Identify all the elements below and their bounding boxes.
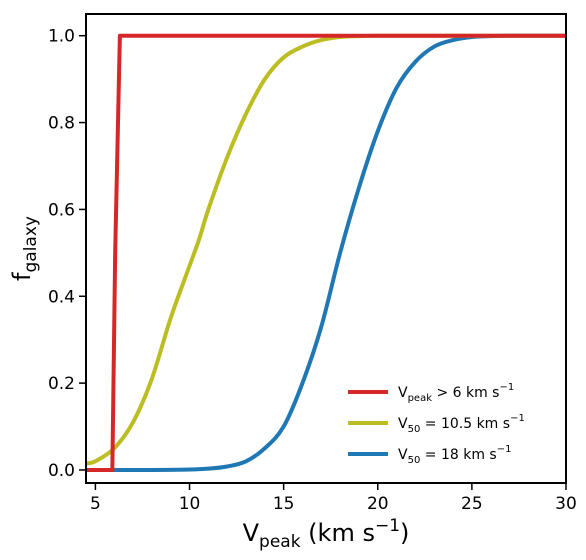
x-axis-label-units-close: ) — [400, 519, 409, 547]
y-tick-label: 0.8 — [48, 114, 75, 134]
legend-entry-sub: peak — [408, 393, 433, 404]
plot-frame — [85, 13, 567, 484]
legend-entry-rest: = 10.5 km s — [420, 416, 510, 432]
x-axis-label-units: (km s — [301, 519, 375, 547]
x-tick-label: 20 — [367, 494, 389, 514]
x-tick-label: 15 — [273, 494, 295, 514]
series-layer — [86, 33, 566, 473]
legend-entry-main: V — [398, 416, 408, 432]
x-axis-label: Vpeak (km s−1) — [243, 516, 410, 552]
x-tick-label: 10 — [179, 494, 201, 514]
legend-entry-sup: −1 — [510, 413, 525, 424]
x-axis-label-main: V — [243, 519, 260, 547]
y-tick-label: 0.6 — [48, 200, 75, 220]
legend-entry-sup: −1 — [497, 444, 512, 455]
legend-entry-sub: 50 — [408, 424, 421, 435]
x-tick-label: 5 — [90, 494, 101, 514]
legend-entry-main: V — [398, 447, 408, 463]
legend-entry-sup: −1 — [499, 382, 514, 393]
y-axis-label: fgalaxy — [8, 216, 41, 281]
legend-entry-sub: 50 — [408, 455, 421, 466]
y-axis-label-sub: galaxy — [21, 216, 41, 272]
legend-entry-rest: = 18 km s — [420, 447, 496, 463]
y-tick-label: 0.2 — [48, 374, 75, 394]
legend-entry-2: V50 = 18 km s−1 — [398, 444, 511, 466]
x-tick-label: 30 — [555, 494, 577, 514]
x-axis-label-sub: peak — [259, 532, 301, 552]
legend-entry-main: V — [398, 385, 408, 401]
legend-entry-1: V50 = 10.5 km s−1 — [398, 413, 525, 435]
series-line-0 — [86, 33, 566, 472]
y-tick-label: 0.0 — [48, 461, 75, 481]
x-axis-label-units-sup: −1 — [375, 516, 400, 536]
y-tick-label: 1.0 — [48, 27, 75, 47]
legend-entry-0: Vpeak > 6 km s−1 — [398, 382, 514, 404]
y-axis-label-main: f — [8, 272, 36, 281]
legend-entry-rest: > 6 km s — [432, 385, 499, 401]
series-line-2 — [86, 33, 566, 473]
ticks-layer: 5 10 15 20 25 30 0.0 0.2 0.4 0.6 0.8 1.0 — [48, 27, 577, 514]
y-tick-label: 0.4 — [48, 287, 75, 307]
x-tick-label: 25 — [461, 494, 483, 514]
